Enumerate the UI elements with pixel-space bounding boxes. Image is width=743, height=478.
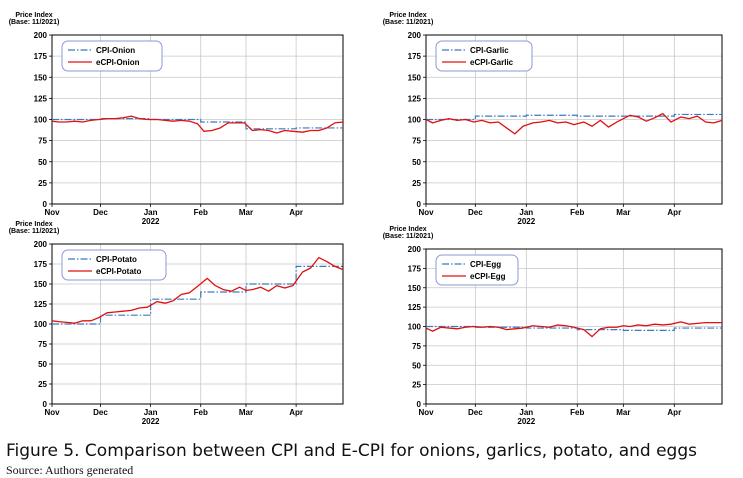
x-tick-label: Feb [570, 408, 584, 417]
y-tick-label: 125 [408, 94, 422, 103]
y-tick-label: 175 [34, 52, 48, 61]
x-tick-label: Nov [44, 408, 60, 417]
legend-label: eCPI-Potato [96, 267, 141, 276]
series-line-cpi [426, 113, 722, 121]
x-tick-label: Mar [239, 208, 253, 217]
y-tick-label: 200 [408, 31, 422, 40]
y-tick-label: 25 [38, 179, 47, 188]
y-tick-label: 0 [43, 200, 48, 209]
y-axis-title: Price Index [389, 226, 426, 233]
y-tick-label: 125 [34, 94, 48, 103]
x-tick-label: Jan [144, 208, 158, 217]
legend-label: CPI-Onion [96, 46, 135, 55]
x-tick-label: Apr [667, 208, 681, 217]
y-axis-title: Price Index [389, 12, 426, 19]
legend-label: CPI-Egg [470, 260, 501, 269]
y-axis-title: Price Index [15, 221, 52, 228]
y-tick-label: 25 [412, 381, 421, 390]
y-tick-label: 100 [34, 320, 48, 329]
figure-source: Source: Authors generated [6, 463, 134, 477]
y-tick-label: 100 [34, 116, 48, 125]
x-tick-label: Dec [93, 408, 108, 417]
series-line-ecpi [51, 256, 344, 324]
x-tick-year-label: 2022 [517, 217, 535, 226]
series-line-ecpi [425, 112, 723, 135]
legend-label: CPI-Garlic [470, 46, 509, 55]
y-tick-label: 50 [412, 158, 421, 167]
y-tick-label: 75 [412, 137, 421, 146]
x-tick-label: Feb [194, 408, 208, 417]
y-tick-label: 0 [417, 400, 422, 409]
y-tick-label: 75 [38, 137, 47, 146]
y-tick-label: 175 [408, 264, 422, 273]
x-tick-label: Jan [519, 408, 533, 417]
legend-label: eCPI-Onion [96, 58, 140, 67]
x-tick-label: Jan [144, 408, 158, 417]
legend-label: eCPI-Garlic [470, 58, 514, 67]
y-tick-label: 75 [412, 342, 421, 351]
y-tick-label: 25 [38, 380, 47, 389]
charts-figure: Price Index(Base: 11/2021)02550751001251… [9, 12, 723, 426]
x-tick-label: Feb [194, 208, 208, 217]
x-tick-label: Dec [93, 208, 108, 217]
y-tick-label: 50 [412, 361, 421, 370]
x-tick-year-label: 2022 [142, 217, 160, 226]
x-tick-label: Nov [418, 408, 434, 417]
legend-box [435, 40, 533, 72]
x-tick-label: Mar [616, 408, 630, 417]
y-axis-subtitle: (Base: 11/2021) [9, 19, 60, 26]
chart-panel-3: Price Index(Base: 11/2021) 0 25 50 75 100 125 1… [9, 221, 344, 426]
legend-box [61, 40, 163, 72]
x-tick-label: Mar [616, 208, 630, 217]
x-tick-label: Nov [418, 208, 434, 217]
y-tick-label: 125 [408, 303, 422, 312]
x-tick-label: Dec [468, 408, 483, 417]
series-line-ecpi [425, 321, 722, 338]
y-tick-label: 175 [34, 260, 48, 269]
y-tick-label: 0 [417, 200, 422, 209]
x-tick-label: Apr [667, 408, 681, 417]
y-tick-label: 100 [408, 116, 422, 125]
series-line-ecpi [51, 115, 344, 134]
y-axis-title: Price Index [15, 12, 52, 19]
x-tick-label: Apr [289, 408, 303, 417]
y-tick-label: 150 [408, 73, 422, 82]
x-tick-label: Mar [239, 408, 253, 417]
y-tick-label: 200 [34, 31, 48, 40]
y-tick-label: 200 [408, 245, 422, 254]
x-tick-label: Jan [519, 208, 533, 217]
y-tick-label: 150 [34, 73, 48, 82]
legend-label: CPI-Potato [96, 255, 137, 264]
series-line-cpi [52, 118, 343, 130]
y-tick-label: 0 [43, 400, 48, 409]
y-tick-label: 25 [412, 179, 421, 188]
y-tick-label: 75 [38, 340, 47, 349]
chart-panel-1: Price Index(Base: 11/2021)02550751001251… [9, 12, 344, 226]
x-tick-label: Dec [468, 208, 483, 217]
y-axis-subtitle: (Base: 11/2021) [9, 228, 60, 235]
x-tick-label: Nov [44, 208, 60, 217]
legend-box [61, 249, 167, 281]
x-tick-label: Feb [570, 208, 584, 217]
y-tick-label: 100 [408, 323, 422, 332]
x-tick-year-label: 2022 [517, 417, 535, 426]
y-tick-label: 125 [34, 300, 48, 309]
chart-panel-4: Price Index(Base: 11/2021) 0 25 50 75 100 125 1… [383, 226, 723, 426]
y-tick-label: 175 [408, 52, 422, 61]
y-tick-label: 50 [38, 158, 47, 167]
chart-panel-2: Price Index(Base: 11/2021) 0 25 50 75 100 125 1… [383, 12, 723, 226]
figure-caption: Figure 5. Comparison between CPI and E-C… [6, 441, 697, 461]
y-axis-subtitle: (Base: 11/2021) [383, 233, 434, 240]
x-tick-label: Apr [289, 208, 303, 217]
y-tick-label: 150 [408, 284, 422, 293]
y-axis-subtitle: (Base: 11/2021) [383, 19, 434, 26]
y-tick-label: 150 [34, 280, 48, 289]
y-tick-label: 200 [34, 240, 48, 249]
legend-box [435, 254, 519, 286]
y-tick-label: 50 [38, 360, 47, 369]
legend-label: eCPI-Egg [470, 272, 506, 281]
x-tick-year-label: 2022 [142, 417, 160, 426]
